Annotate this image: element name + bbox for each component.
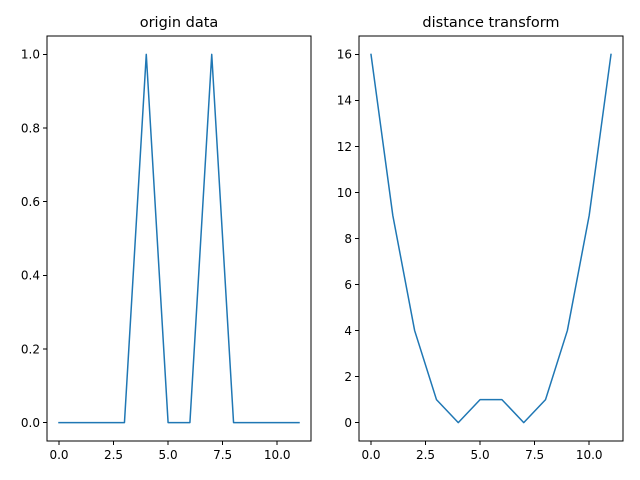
chart-title: origin data bbox=[140, 15, 219, 31]
axes-frame bbox=[46, 35, 312, 442]
y-tick-label: 8 bbox=[344, 232, 352, 246]
y-tick-label: 0.0 bbox=[21, 416, 40, 430]
chart-origin-data: origin data 0.0 2.5 5.0 7.5 10.0 0.0 0.2 0.4 0.6 0… bbox=[21, 15, 312, 462]
y-tick-label: 12 bbox=[337, 140, 352, 154]
x-tick-label: 2.5 bbox=[104, 448, 123, 462]
x-tick-label: 7.5 bbox=[213, 448, 232, 462]
y-tick-label: 14 bbox=[337, 94, 352, 108]
chart-title: distance transform bbox=[422, 15, 559, 31]
chart-distance-transform: distance transform 0.0 2.5 5.0 7.5 10.0 0 2 4 6 8 1… bbox=[337, 15, 624, 462]
y-tick-label: 0 bbox=[344, 416, 352, 430]
y-tick-label: 4 bbox=[344, 324, 352, 338]
axes-frame bbox=[358, 35, 624, 442]
y-tick-label: 6 bbox=[344, 278, 352, 292]
x-tick-label: 10.0 bbox=[576, 448, 603, 462]
y-tick-label: 0.6 bbox=[21, 195, 40, 209]
y-tick-label: 16 bbox=[337, 48, 352, 62]
x-tick-label: 7.5 bbox=[525, 448, 544, 462]
y-tick-label: 0.2 bbox=[21, 342, 40, 356]
x-tick-label: 10.0 bbox=[264, 448, 291, 462]
x-tick-label: 0.0 bbox=[361, 448, 380, 462]
x-tick-label: 0.0 bbox=[49, 448, 68, 462]
x-tick-label: 5.0 bbox=[471, 448, 490, 462]
x-tick-label: 5.0 bbox=[159, 448, 178, 462]
series-line-0 bbox=[58, 53, 300, 424]
y-tick-label: 0.4 bbox=[21, 269, 40, 283]
y-tick-label: 1.0 bbox=[21, 48, 40, 62]
series-line-0 bbox=[370, 53, 612, 424]
y-tick-label: 0.8 bbox=[21, 121, 40, 135]
x-tick-label: 2.5 bbox=[416, 448, 435, 462]
y-tick-label: 10 bbox=[337, 186, 352, 200]
y-tick-label: 2 bbox=[344, 370, 352, 384]
